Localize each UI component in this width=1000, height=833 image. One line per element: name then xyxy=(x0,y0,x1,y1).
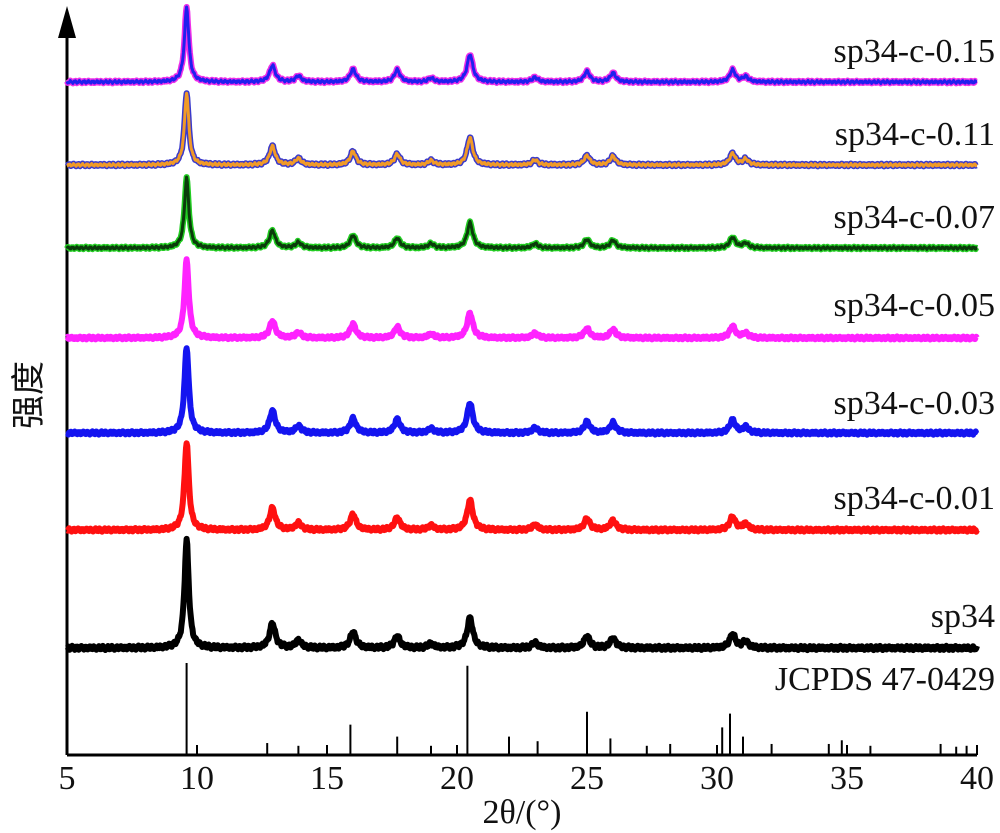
x-axis-label: 2θ/(°) xyxy=(483,794,562,831)
series-labels: sp34-c-0.15 sp34-c-0.11 sp34-c-0.07 sp34-c-… xyxy=(775,33,995,698)
x-axis-ticks: 5 10 15 20 25 30 35 40 xyxy=(59,745,994,797)
plot-area: 5 10 15 20 25 30 35 40 sp34-c-0.15sp34-c-0.11sp… xyxy=(58,4,995,797)
y-axis-label: 强度 xyxy=(10,361,48,429)
series-label: sp34-c-0.11 xyxy=(835,116,995,153)
series-line xyxy=(65,5,978,85)
series-line xyxy=(65,537,979,652)
series-label: sp34-c-0.15 xyxy=(834,33,995,70)
series-line xyxy=(65,175,978,251)
x-tick-label: 35 xyxy=(830,760,864,797)
x-tick-label: 20 xyxy=(440,760,474,797)
series-label: sp34-c-0.07 xyxy=(834,199,995,236)
series-label: sp34-c-0.03 xyxy=(834,385,995,422)
series-line xyxy=(66,91,978,168)
series-label: sp34-c-0.05 xyxy=(834,287,995,324)
series-line xyxy=(66,346,978,437)
series-line xyxy=(66,257,979,341)
x-tick-label: 40 xyxy=(960,760,994,797)
x-tick-label: 30 xyxy=(700,760,734,797)
x-tick-label: 10 xyxy=(180,760,214,797)
x-tick-label: 25 xyxy=(570,760,604,797)
series-line xyxy=(66,441,979,534)
series-label: sp34 xyxy=(931,598,995,635)
x-tick-label: 5 xyxy=(59,760,76,797)
series-layer xyxy=(64,4,980,654)
reference-label: JCPDS 47-0429 xyxy=(775,661,995,698)
y-axis-arrowhead xyxy=(58,6,76,38)
series-label: sp34-c-0.01 xyxy=(834,480,995,517)
reference-pattern xyxy=(185,663,968,755)
x-tick-label: 15 xyxy=(310,760,344,797)
series-line-outline xyxy=(64,535,980,654)
